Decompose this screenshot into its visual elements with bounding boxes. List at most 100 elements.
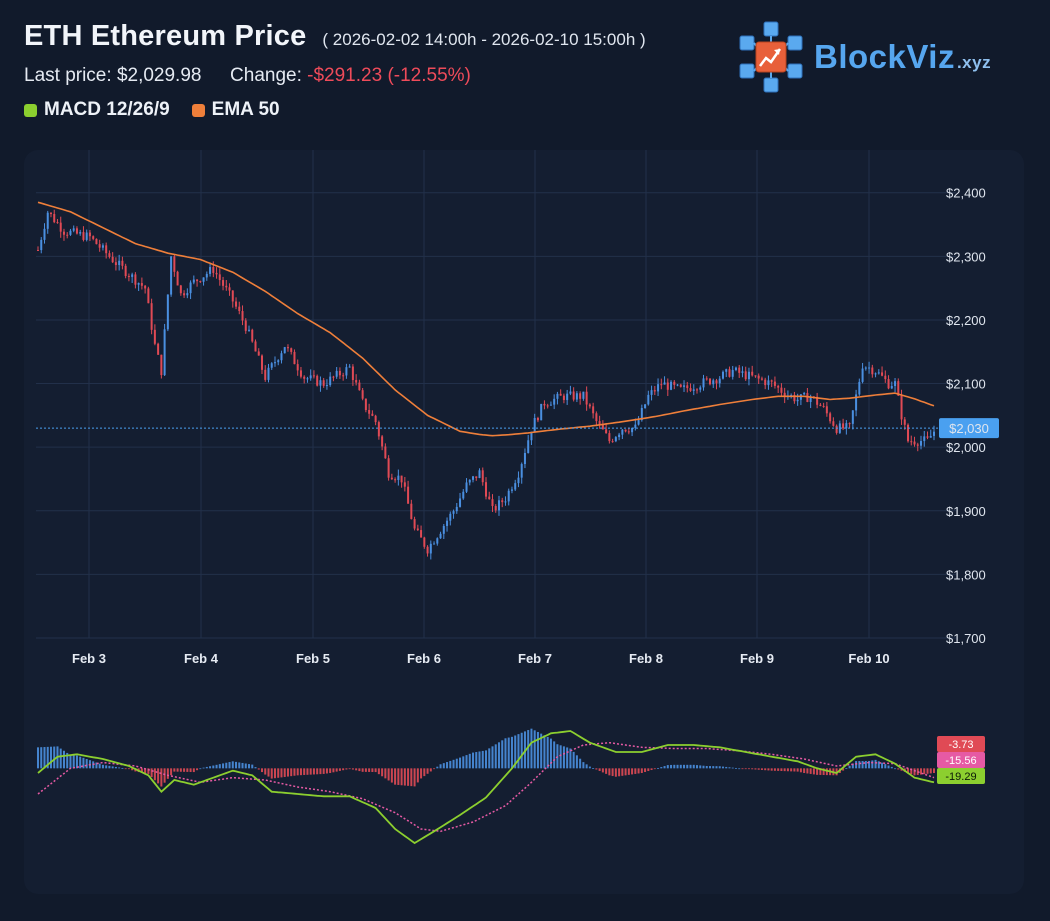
chart-canvas[interactable]: $2,400 $2,300 $2,200 $2,100 $2,000 $1,900 $1,8… xyxy=(24,150,1024,894)
macd-histogram-bar xyxy=(163,768,166,783)
candle-body xyxy=(312,375,315,377)
candle-body xyxy=(582,391,585,399)
macd-histogram-bar xyxy=(796,768,799,772)
candle-body xyxy=(932,431,936,436)
macd-histogram-bar xyxy=(436,766,439,769)
blockchain-cubes-chart-icon xyxy=(739,21,803,93)
brand-logo[interactable]: BlockViz .xyz xyxy=(736,20,991,94)
macd-histogram-bar xyxy=(254,767,257,769)
macd-histogram-bar xyxy=(82,757,85,769)
macd-histogram-bar xyxy=(394,768,397,785)
candle-body xyxy=(46,212,49,229)
candle-body xyxy=(868,367,871,369)
candle-body xyxy=(595,413,598,422)
macd-histogram-bar xyxy=(384,768,387,779)
macd-histogram-bar xyxy=(465,755,468,769)
candle-body xyxy=(251,329,254,342)
candle-body xyxy=(751,371,754,376)
macd-histogram-bar xyxy=(205,766,208,769)
macd-histogram-bar xyxy=(621,768,624,776)
candle-body xyxy=(277,360,280,363)
macd-histogram-bar xyxy=(533,730,536,769)
candle-body xyxy=(556,393,559,399)
macd-histogram-bar xyxy=(420,768,423,779)
macd-histogram-bar xyxy=(861,761,864,769)
candle-body xyxy=(569,391,572,394)
legend-item-macd[interactable]: MACD 12/26/9 xyxy=(24,99,170,121)
macd-histogram-bar xyxy=(192,768,195,773)
candle-body xyxy=(472,476,475,480)
candle-body xyxy=(660,384,663,386)
candle-body xyxy=(446,520,449,526)
candle-body xyxy=(572,391,575,400)
macd-histogram-bar xyxy=(306,768,309,775)
macd-histogram-bar xyxy=(744,768,747,770)
candle-body xyxy=(215,272,218,275)
candle-body xyxy=(144,285,147,289)
candle-body xyxy=(176,271,179,286)
candle-body xyxy=(429,543,432,554)
candle-body xyxy=(838,423,841,433)
candle-body xyxy=(36,249,40,251)
candle-body xyxy=(475,476,478,478)
macd-histogram-bar xyxy=(53,746,56,769)
macd-histogram-bar xyxy=(329,768,332,773)
macd-histogram-bar xyxy=(657,768,660,769)
candle-body xyxy=(718,378,721,384)
candle-body xyxy=(355,380,358,383)
candle-body xyxy=(371,413,374,416)
macd-histogram-bar xyxy=(374,768,377,773)
candle-body xyxy=(53,214,56,223)
candle-body xyxy=(338,370,341,376)
macd-value-tag xyxy=(937,768,985,784)
candle-body xyxy=(85,232,88,240)
candle-body xyxy=(592,406,595,414)
candle-body xyxy=(507,490,510,502)
macd-histogram-bar xyxy=(332,768,335,773)
macd-histogram-bar xyxy=(235,761,238,769)
macd-histogram-bar xyxy=(881,762,884,769)
macd-histogram-bar xyxy=(491,746,494,769)
macd-histogram-bar xyxy=(926,768,929,774)
candle-body xyxy=(40,239,43,251)
macd-histogram-bar xyxy=(251,764,254,769)
candle-body xyxy=(361,390,364,399)
candle-body xyxy=(916,444,919,446)
candle-body xyxy=(588,404,591,407)
macd-histogram-bar xyxy=(459,757,462,769)
candle-body xyxy=(407,486,410,504)
candle-body xyxy=(390,477,393,480)
legend-item-ema[interactable]: EMA 50 xyxy=(191,99,280,121)
candle-body xyxy=(897,381,900,396)
macd-histogram-bar xyxy=(170,768,173,776)
macd-histogram-bar xyxy=(634,768,637,774)
macd-histogram-bar xyxy=(218,764,221,769)
candle-body xyxy=(721,371,724,379)
candle-body xyxy=(358,382,361,391)
legend-label-macd: MACD 12/26/9 xyxy=(44,99,170,120)
macd-histogram-bar xyxy=(819,768,822,775)
macd-histogram-bar xyxy=(108,765,111,769)
candle-body xyxy=(884,375,887,380)
macd-histogram-bar xyxy=(260,768,264,773)
candle-body xyxy=(374,415,377,423)
candle-body xyxy=(465,482,468,492)
macd-histogram-bar xyxy=(196,768,199,771)
candle-body xyxy=(121,260,124,266)
candle-body xyxy=(533,417,536,432)
candle-body xyxy=(900,395,903,420)
macd-histogram-bar xyxy=(566,747,569,769)
candle-body xyxy=(173,256,176,272)
candle-body xyxy=(306,378,309,380)
candle-body xyxy=(598,421,601,424)
macd-histogram-bar xyxy=(760,768,763,770)
macd-value-tag-label: -19.29 xyxy=(945,771,976,783)
macd-histogram-bar xyxy=(484,750,488,769)
macd-histogram-bar xyxy=(423,768,426,777)
candle-body xyxy=(809,396,812,403)
macd-histogram-bar xyxy=(527,730,530,769)
y-tick-label: $2,200 xyxy=(946,313,986,328)
macd-histogram-bar xyxy=(62,750,65,769)
macd-line xyxy=(37,730,935,845)
macd-histogram-bar xyxy=(381,768,384,777)
